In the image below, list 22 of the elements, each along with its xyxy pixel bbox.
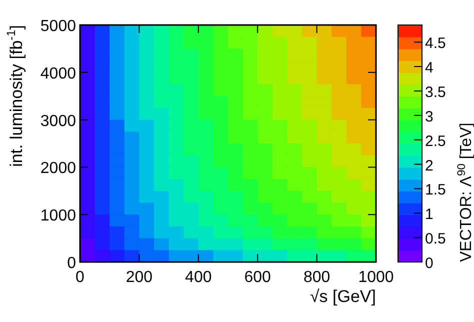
- x-tick-label: 400: [185, 269, 212, 286]
- color-bar-label: 2: [425, 157, 434, 174]
- color-bar-label: 4: [425, 60, 434, 77]
- color-bar-label: 2.5: [425, 132, 446, 150]
- y-tick-label: 3000: [40, 112, 76, 130]
- color-bar-label: 0: [425, 255, 434, 272]
- y-tick-label: 2000: [40, 160, 76, 178]
- x-axis-title: √s [GeV]: [310, 287, 376, 306]
- y-tick-label: 5000: [40, 18, 76, 35]
- y-tick-label: 0: [67, 255, 76, 272]
- color-bar-label: 3: [425, 108, 434, 126]
- color-bar-label: 1.5: [425, 182, 446, 199]
- color-bar-label: 4.5: [425, 35, 446, 52]
- color-bar-label: 0.5: [425, 230, 446, 248]
- x-tick-label: 200: [126, 269, 153, 286]
- color-bar-label: 3.5: [425, 84, 446, 101]
- x-tick-label: 1000: [358, 269, 394, 286]
- color-bar-label: 1: [425, 206, 434, 224]
- y-tick-label: 1000: [40, 208, 76, 225]
- x-tick-label: 600: [244, 269, 272, 286]
- y-tick-label: 4000: [40, 65, 76, 82]
- x-tick-label: 800: [303, 269, 330, 286]
